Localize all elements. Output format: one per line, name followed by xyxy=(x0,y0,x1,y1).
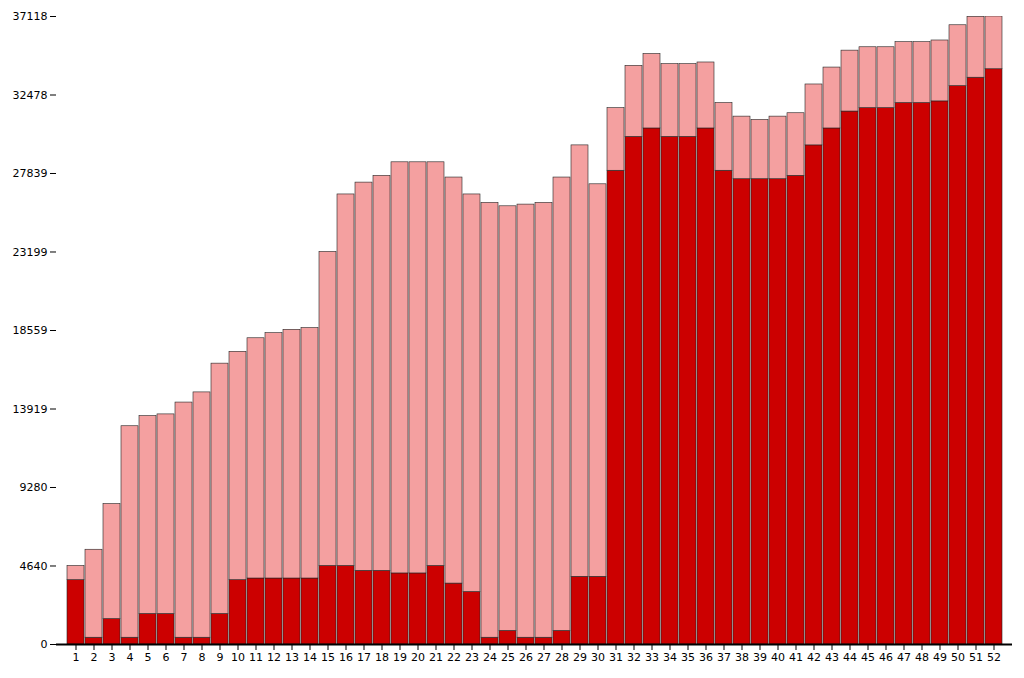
svg-text:25: 25 xyxy=(501,651,515,664)
svg-text:35: 35 xyxy=(681,651,695,664)
svg-text:26: 26 xyxy=(519,651,533,664)
svg-text:36: 36 xyxy=(699,651,713,664)
svg-text:2: 2 xyxy=(91,651,98,664)
svg-text:42: 42 xyxy=(807,651,821,664)
svg-text:9: 9 xyxy=(217,651,224,664)
svg-text:15: 15 xyxy=(321,651,335,664)
svg-text:19: 19 xyxy=(393,651,407,664)
svg-text:21: 21 xyxy=(429,651,443,664)
svg-text:51: 51 xyxy=(969,651,983,664)
svg-text:34: 34 xyxy=(663,651,677,664)
svg-text:31: 31 xyxy=(609,651,623,664)
svg-text:18559: 18559 xyxy=(13,324,48,337)
svg-text:27839: 27839 xyxy=(13,167,48,180)
svg-text:23: 23 xyxy=(465,651,479,664)
svg-text:24: 24 xyxy=(483,651,497,664)
svg-text:49: 49 xyxy=(933,651,947,664)
svg-text:46: 46 xyxy=(879,651,893,664)
svg-text:30: 30 xyxy=(591,651,605,664)
svg-text:23199: 23199 xyxy=(13,246,48,259)
svg-text:12: 12 xyxy=(267,651,281,664)
svg-text:10: 10 xyxy=(231,651,245,664)
svg-text:13919: 13919 xyxy=(13,403,48,416)
svg-text:6: 6 xyxy=(163,651,170,664)
svg-text:4: 4 xyxy=(127,651,134,664)
svg-text:7: 7 xyxy=(181,651,188,664)
svg-text:48: 48 xyxy=(915,651,929,664)
svg-text:18: 18 xyxy=(375,651,389,664)
svg-text:43: 43 xyxy=(825,651,839,664)
svg-text:16: 16 xyxy=(339,651,353,664)
svg-text:4640: 4640 xyxy=(20,560,48,573)
svg-text:38: 38 xyxy=(735,651,749,664)
svg-text:47: 47 xyxy=(897,651,911,664)
svg-text:0: 0 xyxy=(41,638,48,651)
svg-text:29: 29 xyxy=(573,651,587,664)
svg-text:41: 41 xyxy=(789,651,803,664)
svg-text:8: 8 xyxy=(199,651,206,664)
svg-text:37: 37 xyxy=(717,651,731,664)
svg-text:40: 40 xyxy=(771,651,785,664)
svg-text:17: 17 xyxy=(357,651,371,664)
svg-text:9280: 9280 xyxy=(20,481,48,494)
svg-text:3: 3 xyxy=(109,651,116,664)
svg-text:44: 44 xyxy=(843,651,857,664)
svg-text:52: 52 xyxy=(987,651,1001,664)
svg-text:39: 39 xyxy=(753,651,767,664)
svg-text:13: 13 xyxy=(285,651,299,664)
svg-text:33: 33 xyxy=(645,651,659,664)
svg-text:37118: 37118 xyxy=(13,10,48,23)
svg-text:11: 11 xyxy=(249,651,263,664)
svg-text:5: 5 xyxy=(145,651,152,664)
svg-text:32: 32 xyxy=(627,651,641,664)
svg-text:45: 45 xyxy=(861,651,875,664)
svg-text:20: 20 xyxy=(411,651,425,664)
svg-text:28: 28 xyxy=(555,651,569,664)
svg-text:1: 1 xyxy=(73,651,80,664)
svg-text:27: 27 xyxy=(537,651,551,664)
svg-text:50: 50 xyxy=(951,651,965,664)
svg-text:14: 14 xyxy=(303,651,317,664)
svg-text:22: 22 xyxy=(447,651,461,664)
svg-text:32478: 32478 xyxy=(13,89,48,102)
